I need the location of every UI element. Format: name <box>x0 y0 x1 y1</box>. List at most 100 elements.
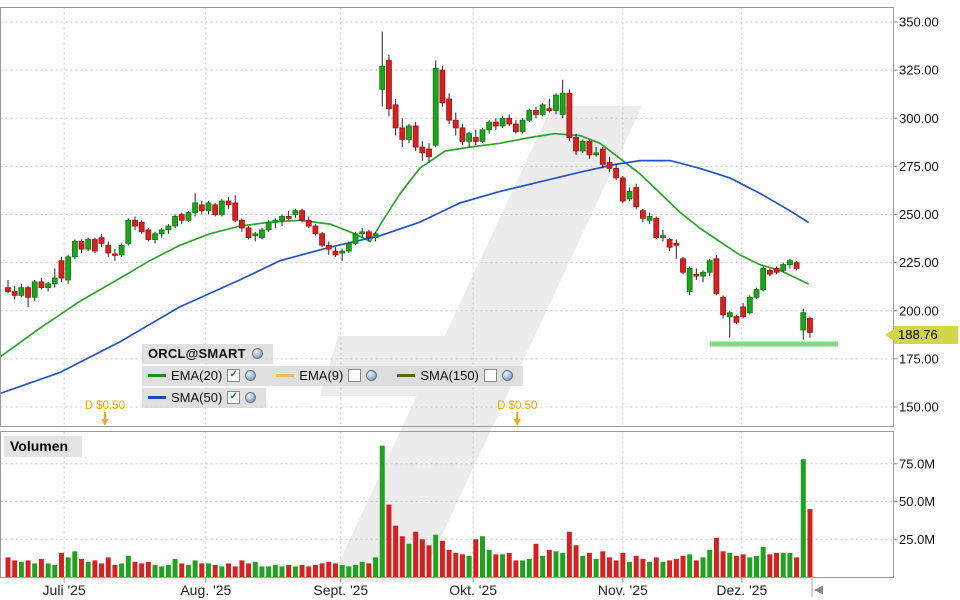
settings-icon[interactable] <box>501 370 513 381</box>
volume-bar <box>533 543 539 577</box>
candle-body <box>499 117 506 127</box>
volume-bar <box>787 552 793 577</box>
volume-bar <box>18 561 24 577</box>
ema20-line <box>0 132 809 358</box>
volume-bar <box>386 504 392 577</box>
sma150-label: SMA(150) <box>420 368 479 383</box>
price-tick-label: 225.00 <box>899 255 939 270</box>
volume-bar <box>580 555 586 577</box>
candle-body <box>593 152 600 156</box>
candle-body <box>172 216 178 227</box>
volume-bar <box>807 509 813 577</box>
volume-bar <box>152 564 158 577</box>
settings-icon[interactable] <box>366 370 378 381</box>
time-axis-cursor-icon[interactable] <box>814 585 823 595</box>
candle-body <box>78 241 85 250</box>
settings-icon[interactable] <box>251 348 263 359</box>
volume-tick-label: 50.0M <box>899 494 935 509</box>
volume-bar <box>640 558 646 577</box>
volume-bar <box>72 551 78 577</box>
volume-bar <box>720 551 726 577</box>
volume-bar <box>446 549 452 577</box>
candle-body <box>766 269 773 275</box>
volume-bar <box>713 537 719 577</box>
volume-bar <box>292 566 298 577</box>
settings-icon[interactable] <box>245 392 257 403</box>
volume-tick-label: 25.0M <box>899 532 935 547</box>
ema9-checkbox[interactable] <box>348 369 362 382</box>
volume-bar <box>774 552 780 577</box>
candle-body <box>158 229 165 235</box>
last-price-value: 188.76 <box>898 327 938 342</box>
candle-body <box>800 312 807 331</box>
candle-body <box>18 287 25 296</box>
candle-body <box>105 244 112 254</box>
volume-bar <box>780 552 786 577</box>
volume-bar <box>279 566 285 577</box>
volume-bar <box>707 549 713 577</box>
candle-body <box>646 216 653 221</box>
volume-bar <box>540 555 546 577</box>
candle-body <box>546 108 553 111</box>
volume-bar <box>366 563 372 577</box>
volume-bar <box>439 540 445 577</box>
candle-body <box>406 125 412 140</box>
sma50-checkbox[interactable]: ✓ <box>227 391 241 404</box>
volume-bar <box>179 563 185 577</box>
volume-bar <box>486 549 492 577</box>
candle-body <box>292 210 299 215</box>
volume-bar <box>326 561 332 577</box>
volume-bar <box>359 561 365 577</box>
candle-body <box>218 200 225 215</box>
volume-bar <box>219 566 225 577</box>
volume-bar <box>199 563 205 577</box>
price-tick-label: 250.00 <box>899 207 939 222</box>
sma150-checkbox[interactable] <box>483 369 497 382</box>
candle-body <box>379 65 386 90</box>
candle-body <box>58 260 65 279</box>
candle-body <box>51 277 58 285</box>
candle-body <box>85 239 92 250</box>
candle-body <box>265 221 272 231</box>
candle-body <box>359 231 366 235</box>
candle-body <box>479 129 486 142</box>
candle-body <box>285 216 292 219</box>
volume-bar <box>165 564 171 577</box>
volume-bar <box>406 543 412 577</box>
settings-icon[interactable] <box>245 370 257 381</box>
candle-body <box>332 250 339 256</box>
volume-bar <box>760 546 766 577</box>
volume-bar <box>332 563 338 577</box>
volume-bar <box>252 561 258 577</box>
candle-body <box>787 260 793 265</box>
candle-body <box>706 260 713 273</box>
volume-bar <box>52 564 58 577</box>
candle-body <box>526 110 533 121</box>
volume-bar <box>627 561 633 577</box>
candle-body <box>145 229 152 240</box>
candle-body <box>446 98 452 121</box>
candle-body <box>506 117 513 125</box>
candle-body <box>305 219 312 227</box>
candle-body <box>432 67 439 146</box>
candle-body <box>746 296 753 314</box>
volume-bar <box>226 563 232 577</box>
candle-body <box>178 214 185 221</box>
volume-bar <box>727 552 733 577</box>
candle-body <box>11 291 18 296</box>
volume-bar <box>132 561 138 577</box>
volume-bar <box>12 560 18 577</box>
candle-body <box>573 137 579 152</box>
volume-bar <box>259 566 265 577</box>
volume-bar <box>145 561 151 577</box>
last-price-badge: 188.76 <box>894 326 958 344</box>
month-label: Nov. '25 <box>598 582 648 598</box>
volume-bar <box>700 557 706 577</box>
volume-bar <box>767 554 773 577</box>
ema20-checkbox[interactable]: ✓ <box>227 369 241 382</box>
candle-body <box>686 267 693 292</box>
candle-body <box>38 281 45 289</box>
volume-bar <box>299 564 305 577</box>
